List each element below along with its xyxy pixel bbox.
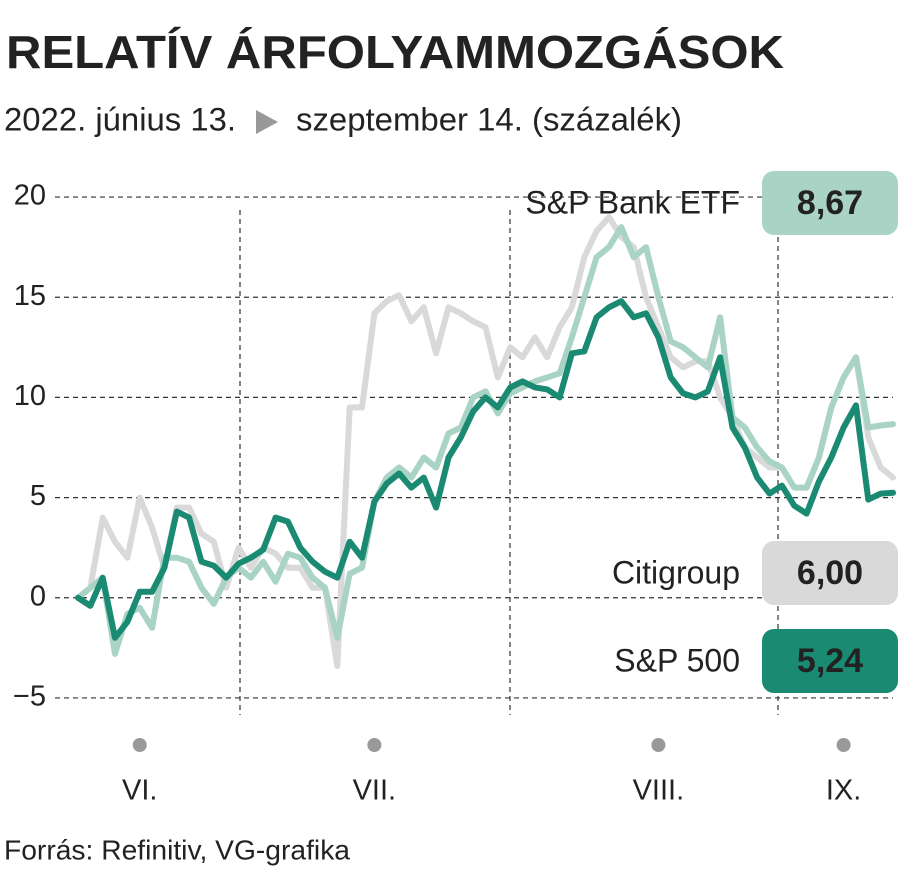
month-dot bbox=[836, 738, 851, 752]
y-tick-label: 10 bbox=[14, 380, 46, 412]
y-tick-label: 15 bbox=[14, 280, 46, 312]
arrow-icon bbox=[256, 110, 278, 134]
y-tick-label: −5 bbox=[13, 681, 46, 713]
legend-box bbox=[762, 171, 898, 235]
month-dot bbox=[367, 738, 382, 752]
x-tick-label: VII. bbox=[353, 775, 397, 807]
legend-box bbox=[762, 541, 898, 605]
subtitle-end: szeptember 14. (százalék) bbox=[296, 101, 682, 137]
y-tick-label: 0 bbox=[30, 580, 46, 612]
x-tick-label: IX. bbox=[826, 775, 861, 807]
month-dot bbox=[651, 738, 666, 752]
end-value-label: 5,24 bbox=[797, 642, 863, 680]
source: Forrás: Refinitiv, VG-grafika bbox=[4, 834, 350, 865]
series-line bbox=[75, 298, 896, 641]
subtitle-start: 2022. június 13. bbox=[4, 101, 236, 137]
chart-title: RELATÍV ÁRFOLYAMMOZGÁSOK bbox=[6, 26, 784, 78]
series-line bbox=[75, 214, 896, 669]
legend-label: S&P Bank ETF bbox=[525, 184, 740, 220]
legend-box bbox=[762, 629, 898, 693]
x-tick-label: VIII. bbox=[633, 775, 685, 807]
y-tick-label: 20 bbox=[14, 180, 46, 212]
end-value-label: 6,00 bbox=[797, 554, 863, 592]
month-dot bbox=[132, 738, 147, 752]
legend-label: S&P 500 bbox=[614, 642, 740, 678]
series-line bbox=[75, 224, 896, 657]
end-value-label: 8,67 bbox=[797, 184, 863, 222]
legend-label: Citigroup bbox=[612, 554, 740, 590]
y-tick-label: 5 bbox=[30, 480, 46, 512]
x-tick-label: VI. bbox=[122, 775, 157, 807]
